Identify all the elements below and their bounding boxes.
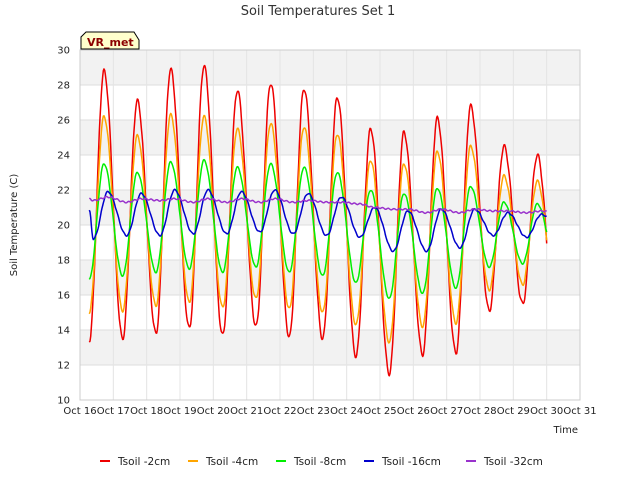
- series-line-tsoil-16cm: [88, 188, 547, 253]
- y-tick-labels: 10 12 14 16 18 20 22 24 26 28 30: [57, 46, 70, 407]
- legend-label: Tsoil -4cm: [205, 456, 258, 468]
- legend-item: Tsoil -32cm: [466, 456, 543, 468]
- series-line-tsoil-4cm: [88, 112, 548, 344]
- series-line-tsoil-8cm: [88, 158, 548, 299]
- x-tick-label: Oct 23: [297, 406, 330, 417]
- x-tick-label: Oct 28: [463, 406, 496, 417]
- legend-label: Tsoil -8cm: [293, 456, 346, 468]
- x-tick-label: Oct 31: [563, 406, 596, 417]
- legend-item: Tsoil -4cm: [188, 456, 258, 468]
- chart-title: Soil Temperatures Set 1: [241, 4, 396, 19]
- x-tick-label: Oct 26: [397, 406, 430, 417]
- legend-item: Tsoil -8cm: [276, 456, 346, 468]
- series-lines: [88, 64, 548, 377]
- y-tick-label: 12: [57, 361, 70, 372]
- plot-band: [80, 365, 580, 400]
- y-tick-label: 30: [57, 46, 70, 57]
- y-tick-label: 16: [57, 291, 70, 302]
- x-tick-label: Oct 18: [130, 406, 163, 417]
- x-tick-label: Oct 16: [63, 406, 96, 417]
- plot-band: [80, 155, 580, 190]
- site-badge-label: VR_met: [87, 36, 134, 49]
- x-tick-label: Oct 21: [230, 406, 263, 417]
- plot-frame: [79, 49, 581, 401]
- plot-band: [80, 260, 580, 295]
- legend-item: Tsoil -2cm: [100, 456, 170, 468]
- legend-label: Tsoil -16cm: [381, 456, 441, 468]
- x-tick-label: Oct 27: [430, 406, 463, 417]
- site-badge: VR_met: [80, 31, 140, 50]
- plot-band: [80, 330, 580, 365]
- y-tick-label: 10: [57, 396, 70, 407]
- legend: Tsoil -2cm Tsoil -4cm Tsoil -8cm Tsoil -16c…: [100, 456, 543, 468]
- x-tick-label: Oct 30: [530, 406, 563, 417]
- plot-band: [80, 120, 580, 155]
- y-tick-label: 22: [57, 186, 70, 197]
- x-tick-label: Oct 29: [497, 406, 530, 417]
- y-tick-label: 20: [57, 221, 70, 232]
- y-tick-label: 26: [57, 116, 70, 127]
- series-line-tsoil-2cm: [88, 64, 548, 377]
- y-tick-label: 18: [57, 256, 70, 267]
- plot-background: [80, 50, 580, 400]
- x-tick-label: Oct 22: [263, 406, 296, 417]
- plot-band: [80, 85, 580, 120]
- y-tick-label: 24: [57, 151, 70, 162]
- plot-band: [80, 50, 580, 85]
- x-tick-label: Oct 25: [363, 406, 396, 417]
- y-axis-label: Soil Temperature (C): [9, 174, 20, 277]
- x-tick-label: Oct 17: [97, 406, 130, 417]
- legend-item: Tsoil -16cm: [364, 456, 441, 468]
- series-line-tsoil-32cm: [88, 195, 547, 215]
- site-badge-box: [80, 31, 140, 50]
- x-tick-labels: Oct 16 Oct 17 Oct 18 Oct 19 Oct 20 Oct 21 Oct …: [63, 406, 596, 417]
- x-axis-label: Time: [553, 425, 578, 436]
- legend-label: Tsoil -32cm: [483, 456, 543, 468]
- y-tick-label: 28: [57, 81, 70, 92]
- x-tick-label: Oct 20: [197, 406, 230, 417]
- plot-band: [80, 295, 580, 330]
- y-tick-label: 14: [57, 326, 70, 337]
- legend-label: Tsoil -2cm: [117, 456, 170, 468]
- x-tick-label: Oct 19: [163, 406, 196, 417]
- x-tick-label: Oct 24: [330, 406, 363, 417]
